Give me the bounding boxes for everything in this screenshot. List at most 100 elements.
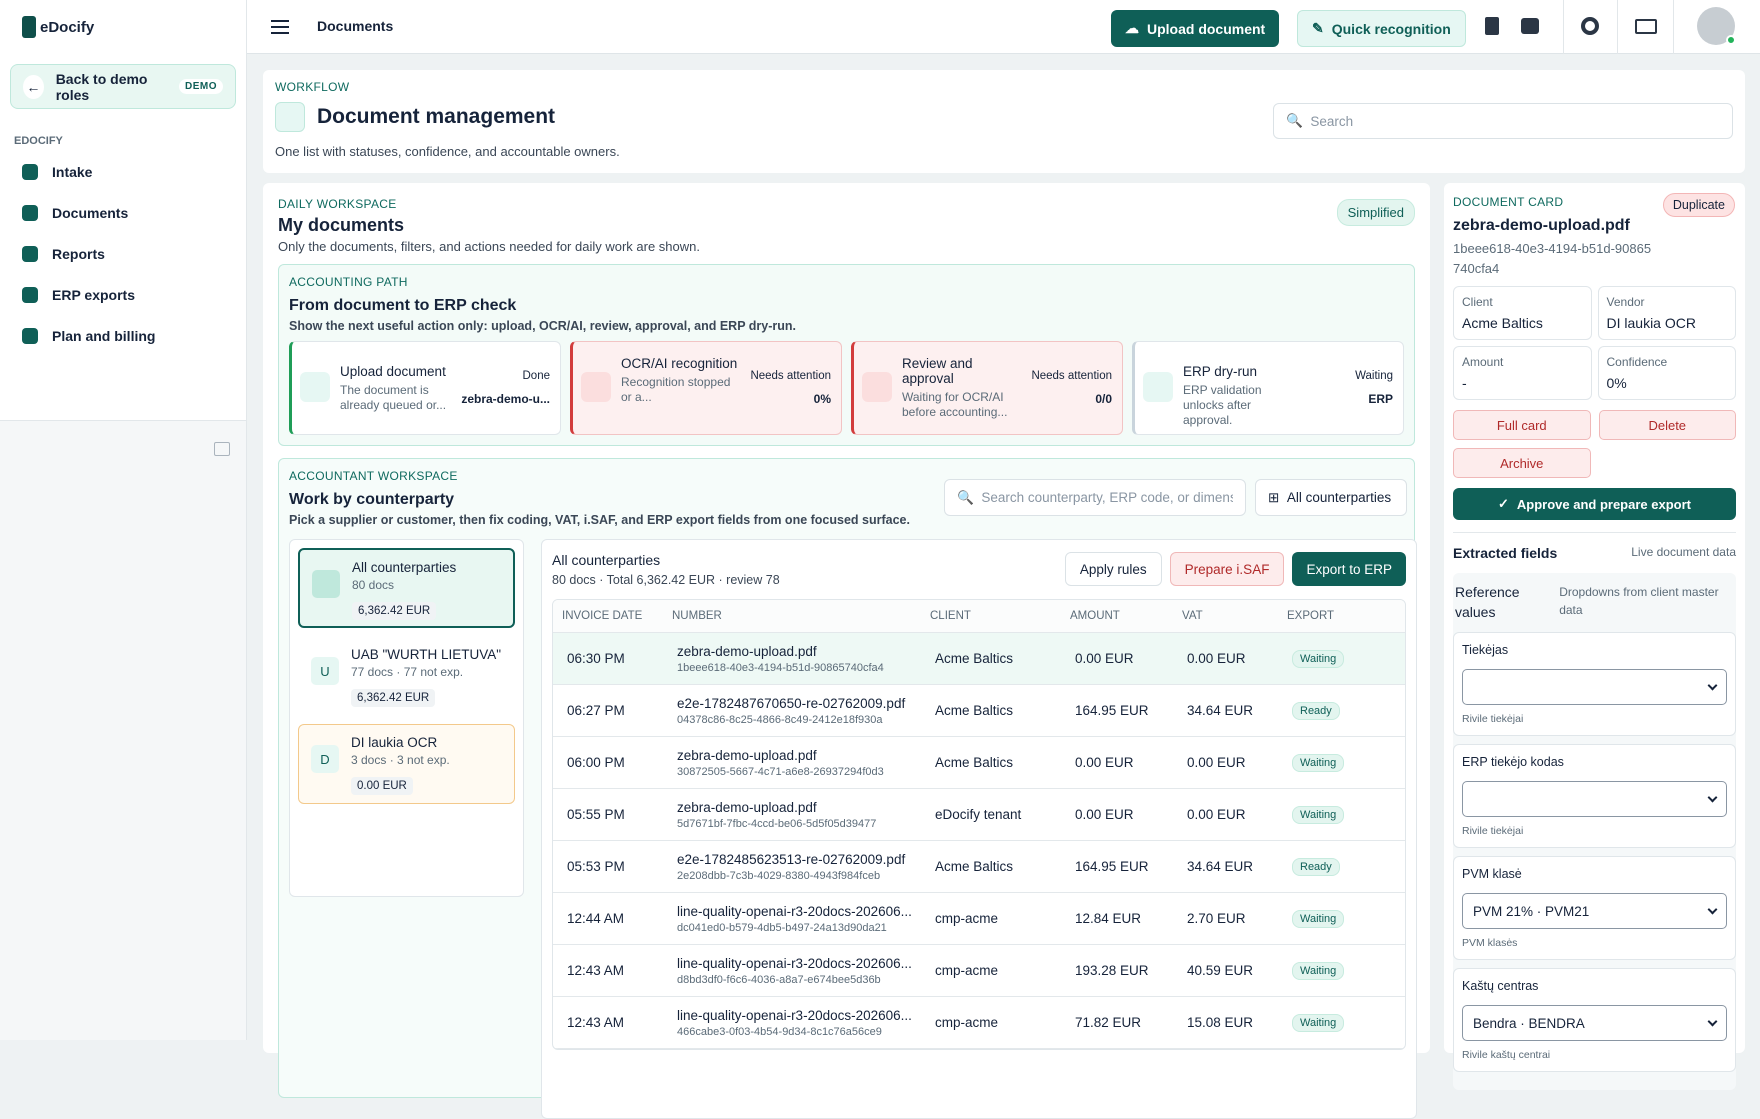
- id-icon[interactable]: [1635, 19, 1657, 34]
- doc-name: line-quality-openai-r3-20docs-202606...: [677, 1007, 912, 1023]
- doc-name: e2e-1782485623513-re-02762009.pdf: [677, 851, 906, 867]
- select-hint: PVM klasės: [1462, 937, 1518, 950]
- action-button[interactable]: Apply rules: [1064, 552, 1162, 586]
- step-title: Review and approval: [902, 356, 973, 386]
- action-button[interactable]: Export to ERP: [1292, 552, 1406, 586]
- card-button[interactable]: Delete: [1598, 410, 1736, 440]
- select-chevron: [1707, 1016, 1718, 1027]
- step-status: Waiting: [1355, 370, 1393, 382]
- mode-badge[interactable]: Simplified: [1336, 199, 1415, 226]
- select-chevron: [1707, 792, 1718, 803]
- nav-item[interactable]: Reports: [22, 246, 105, 262]
- step: Upload document The document is already q…: [289, 341, 561, 435]
- collapse-button[interactable]: [214, 442, 230, 456]
- field-value: Acme Baltics: [1462, 315, 1543, 331]
- menu-icon[interactable]: [271, 19, 289, 35]
- table-row[interactable]: 05:55 PM zebra-demo-upload.pdf 5d7671bf-7f…: [553, 789, 1405, 841]
- cell-date: 12:43 AM: [567, 1015, 625, 1030]
- table-row[interactable]: 12:43 AM line-quality-openai-r3-20docs-20…: [553, 997, 1405, 1049]
- cell-number: line-quality-openai-r3-20docs-202606... 4…: [677, 1008, 935, 1038]
- reference-title: Reference values: [1455, 584, 1520, 620]
- nav-item[interactable]: Plan and billing: [22, 328, 155, 344]
- counterparty-name: All counterparties: [352, 560, 457, 575]
- column-header: NUMBER: [672, 610, 722, 622]
- page-title: Documents: [317, 18, 394, 34]
- table-row[interactable]: 12:44 AM line-quality-openai-r3-20docs-20…: [553, 893, 1405, 945]
- doc-id: 2e208dbb-7c3b-4029-8380-4943f984fceb: [677, 869, 881, 882]
- table-row[interactable]: 05:53 PM e2e-1782485623513-re-02762009.pd…: [553, 841, 1405, 893]
- table-row[interactable]: 06:00 PM zebra-demo-upload.pdf 30872505-56…: [553, 737, 1405, 789]
- nav-label: Reports: [52, 246, 105, 262]
- step: OCR/AI recognition Recognition stopped or…: [570, 341, 842, 435]
- extracted-note: Live document data: [1631, 545, 1736, 559]
- nav-item[interactable]: ERP exports: [22, 287, 135, 303]
- cell-export: Waiting: [1292, 909, 1405, 928]
- accountant-box: ACCOUNTANT WORKSPACE Work by counterpart…: [278, 458, 1417, 1119]
- action-button[interactable]: Prepare i.SAF: [1169, 552, 1285, 586]
- select-box[interactable]: PVM 21% · PVM21: [1462, 893, 1727, 930]
- header-title: Document management: [317, 105, 556, 128]
- settings-icon[interactable]: [1581, 17, 1599, 35]
- list-summary: 80 docs · Total 6,362.42 EUR · review 78: [552, 573, 780, 587]
- nav-item[interactable]: Documents: [22, 205, 128, 221]
- card-title: zebra-demo-upload.pdf: [1453, 217, 1630, 234]
- quick-button[interactable]: ✎ Quick recognition: [1297, 10, 1466, 47]
- counterparty-meta: 80 docs: [352, 578, 395, 592]
- counterparty[interactable]: D DI laukia OCR 3 docs · 3 not exp. 0.00 EU…: [298, 724, 515, 804]
- select-hint: Rivile kaštų centrai: [1462, 1049, 1551, 1062]
- upload-button[interactable]: ☁ Upload document: [1111, 10, 1280, 47]
- table-row[interactable]: 06:30 PM zebra-demo-upload.pdf 1beee618-40…: [553, 633, 1405, 685]
- cell-vat: 0.00 EUR: [1187, 807, 1246, 822]
- counterparty-filter[interactable]: ⊞ All counterparties: [1255, 479, 1407, 516]
- table-row[interactable]: 12:43 AM line-quality-openai-r3-20docs-20…: [553, 945, 1405, 997]
- select-box[interactable]: [1462, 669, 1727, 706]
- card-field: Vendor DI laukia OCR: [1597, 286, 1736, 340]
- cell-export: Waiting: [1292, 1013, 1405, 1032]
- step-value: zebra-demo-u...: [461, 392, 550, 406]
- select-label: Tiekėjas: [1462, 643, 1509, 658]
- cell-date: 05:53 PM: [567, 859, 625, 874]
- step-text: Upload document The document is already q…: [340, 364, 460, 424]
- counterparty[interactable]: U UAB "WURTH LIETUVA" 77 docs · 77 not exp…: [298, 636, 515, 716]
- export-status: Waiting: [1292, 753, 1345, 772]
- export-status: Ready: [1292, 701, 1340, 720]
- back-label: Back to demo roles: [55, 70, 148, 103]
- nav-item[interactable]: Intake: [22, 164, 92, 180]
- select-value: PVM 21% · PVM21: [1473, 903, 1590, 919]
- doc-id: 5d7671bf-7fbc-4ccd-be06-5d5f05d39477: [677, 817, 877, 830]
- counterparty[interactable]: All counterparties 80 docs 6,362.42 EUR: [298, 548, 515, 628]
- doc-name: zebra-demo-upload.pdf: [677, 643, 817, 659]
- counterparty-meta: 3 docs · 3 not exp.: [351, 753, 450, 767]
- select-box[interactable]: [1462, 781, 1727, 818]
- mail-icon[interactable]: [1521, 18, 1539, 34]
- upload-label: Upload document: [1147, 20, 1266, 37]
- export-status: Ready: [1292, 857, 1340, 876]
- step-value: 0/0: [1095, 392, 1112, 406]
- cell-date: 12:43 AM: [567, 963, 625, 978]
- table-row[interactable]: 06:27 PM e2e-1782487670650-re-02762009.pd…: [553, 685, 1405, 737]
- card-button[interactable]: Full card: [1453, 410, 1591, 440]
- doc-id: 04378c86-8c25-4866-8c49-2412e18f930a: [677, 713, 883, 726]
- doc-name: line-quality-openai-r3-20docs-202606...: [677, 955, 912, 971]
- cell-export: Waiting: [1292, 961, 1405, 980]
- approve-button[interactable]: ✓ Approve and prepare export: [1453, 488, 1736, 520]
- field-value: -: [1462, 375, 1467, 391]
- doc-icon[interactable]: [1485, 17, 1499, 35]
- select-field: PVM klasė PVM 21% · PVM21 PVM klasės: [1453, 856, 1736, 961]
- cell-amount: 164.95 EUR: [1075, 703, 1149, 718]
- topbar: Documents ☁ Upload document ✎ Quick reco…: [247, 0, 1760, 54]
- select-field: Tiekėjas Rivile tiekėjai: [1453, 632, 1736, 737]
- select-box[interactable]: Bendra · BENDRA: [1462, 1005, 1727, 1042]
- card-button[interactable]: Archive: [1453, 448, 1591, 478]
- step-text: ERP dry-run ERP validation unlocks after …: [1183, 364, 1303, 427]
- card-field: Confidence 0%: [1597, 346, 1736, 400]
- counterparty-search[interactable]: 🔍 Search counterparty, ERP code, or dime…: [944, 479, 1246, 516]
- search-input[interactable]: 🔍 Search: [1273, 103, 1733, 139]
- select-chevron: [1707, 904, 1718, 915]
- step-icon: [300, 372, 330, 402]
- cell-number: line-quality-openai-r3-20docs-202606... d…: [677, 956, 935, 986]
- step-icon: [581, 372, 611, 402]
- back-button[interactable]: ← Back to demo roles DEMO: [10, 64, 236, 109]
- select-field: ERP tiekėjo kodas Rivile tiekėjai: [1453, 744, 1736, 849]
